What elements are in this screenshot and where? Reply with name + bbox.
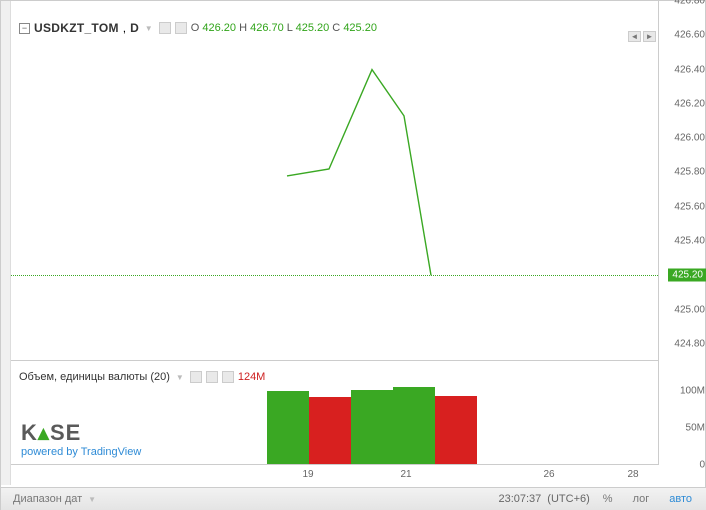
- price-tick: 426.20: [674, 98, 705, 109]
- bottom-toolbar: Диапазон дат ▼ 23:07:37 (UTC+6) % лог ав…: [1, 487, 706, 510]
- volume-settings-icon[interactable]: [206, 371, 218, 383]
- volume-bar: [393, 387, 435, 464]
- auto-button[interactable]: авто: [662, 490, 699, 508]
- time-tick: 19: [302, 469, 313, 480]
- volume-bar: [309, 397, 351, 464]
- date-range-dropdown-icon[interactable]: ▼: [86, 495, 98, 504]
- log-button[interactable]: лог: [626, 490, 657, 508]
- collapse-icon[interactable]: −: [19, 23, 30, 34]
- current-price-line: [11, 275, 658, 276]
- clock-time: 23:07:37: [498, 493, 541, 505]
- provider-logo: K▴SE powered by TradingView: [21, 420, 141, 458]
- volume-dropdown-icon[interactable]: ▼: [174, 373, 186, 382]
- volume-tick: 100M: [680, 385, 705, 396]
- volume-value: 124M: [238, 371, 266, 383]
- symbol-legend: − USDKZT_TOM , D ▼ O 426.20 H 426.70 L 4…: [19, 21, 377, 35]
- volume-chart-panel: Объем, единицы валюты (20) ▼ 124M K▴SE p…: [11, 361, 659, 465]
- tradingview-credit[interactable]: powered by TradingView: [21, 446, 141, 458]
- price-tick: 425.00: [674, 304, 705, 315]
- left-toolbar-strip: [1, 1, 11, 485]
- price-tick: 425.60: [674, 201, 705, 212]
- time-x-axis[interactable]: 19 21 26 28: [11, 465, 659, 485]
- volume-tick: 50M: [686, 422, 705, 433]
- volume-bar: [267, 391, 309, 464]
- percent-button[interactable]: %: [596, 490, 620, 508]
- nav-left-icon[interactable]: ◄: [628, 31, 641, 42]
- volume-bar: [435, 396, 477, 464]
- price-y-axis[interactable]: 426.80 426.60 426.40 426.20 426.00 425.80 425.…: [659, 1, 706, 361]
- price-line-chart: [11, 1, 658, 360]
- settings-icon[interactable]: [175, 22, 187, 34]
- symbol-name[interactable]: USDKZT_TOM: [34, 21, 119, 35]
- volume-style-icon[interactable]: [190, 371, 202, 383]
- volume-y-axis[interactable]: 100M50M0: [659, 361, 706, 465]
- clock-tz[interactable]: (UTC+6): [547, 493, 589, 505]
- price-tick: 425.40: [674, 236, 705, 247]
- price-chart-panel: − USDKZT_TOM , D ▼ O 426.20 H 426.70 L 4…: [11, 1, 659, 361]
- volume-close-icon[interactable]: [222, 371, 234, 383]
- volume-bar: [351, 390, 393, 464]
- ohlc-readout: O 426.20 H 426.70 L 425.20 C 425.20: [191, 22, 377, 34]
- time-tick: 26: [543, 469, 554, 480]
- kase-logo: K▴SE: [21, 420, 141, 446]
- time-tick: 21: [400, 469, 411, 480]
- price-tick: 426.40: [674, 64, 705, 75]
- price-tick: 426.60: [674, 30, 705, 41]
- price-tick: 426.00: [674, 133, 705, 144]
- timeframe[interactable]: D: [130, 21, 139, 35]
- volume-tick: 0: [699, 460, 705, 471]
- price-tick: 425.80: [674, 167, 705, 178]
- date-range-label[interactable]: Диапазон дат: [13, 493, 82, 505]
- price-tick: 426.80: [674, 0, 705, 7]
- nav-right-icon[interactable]: ►: [643, 31, 656, 42]
- chart-nav-buttons: ◄ ►: [628, 31, 656, 42]
- symbol-dropdown-icon[interactable]: ▼: [143, 24, 155, 33]
- style-icon[interactable]: [159, 22, 171, 34]
- price-tick: 424.80: [674, 338, 705, 349]
- volume-label: Объем, единицы валюты (20): [19, 371, 170, 383]
- volume-legend: Объем, единицы валюты (20) ▼ 124M: [19, 371, 265, 383]
- time-tick: 28: [627, 469, 638, 480]
- current-price-badge: 425.20: [668, 269, 706, 282]
